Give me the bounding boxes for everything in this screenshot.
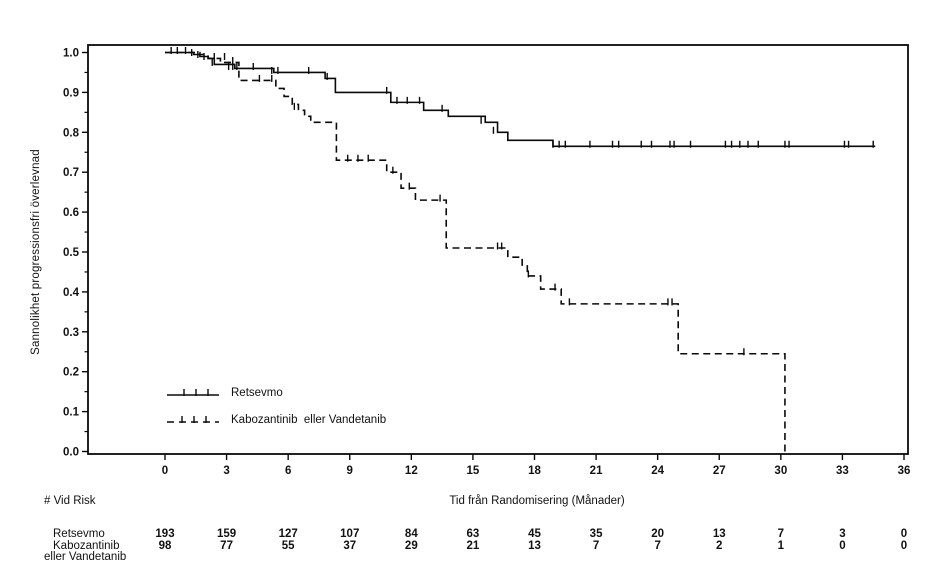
risk-row-label-kabozantinib-line2: eller Vandetanib (44, 551, 127, 563)
svg-text:0.9: 0.9 (63, 87, 79, 99)
risk-value: 21 (466, 540, 480, 552)
legend: Retsevmo Kabozantinib eller Vandetanib (166, 379, 386, 433)
svg-text:0.8: 0.8 (63, 127, 80, 139)
svg-text:0.0: 0.0 (63, 447, 79, 459)
risk-value: 107 (340, 528, 360, 540)
dashed-line-sample-icon (167, 415, 219, 423)
risk-value: 1 (777, 540, 785, 552)
risk-row-label-retsevmo: Retsevmo (53, 528, 105, 540)
svg-text:18: 18 (528, 465, 541, 477)
svg-text:6: 6 (285, 465, 291, 477)
svg-text:9: 9 (347, 465, 353, 477)
svg-text:0.2: 0.2 (63, 367, 79, 379)
y-axis-title: Sannolikhet progressionsfri överlevnad (30, 149, 42, 355)
risk-value: 0 (900, 540, 908, 552)
risk-value: 35 (589, 528, 603, 540)
risk-value: 3 (839, 528, 846, 540)
svg-text:33: 33 (836, 465, 849, 477)
svg-text:24: 24 (651, 465, 664, 477)
legend-item-kabozantinib: Kabozantinib eller Vandetanib (166, 406, 386, 433)
risk-value: 45 (528, 528, 541, 540)
svg-text:36: 36 (898, 465, 911, 477)
risk-value: 0 (900, 528, 908, 540)
risk-value: 0 (839, 540, 846, 552)
legend-label-retsevmo: Retsevmo (231, 386, 283, 399)
svg-text:0.5: 0.5 (63, 247, 80, 259)
risk-value: 7 (777, 528, 785, 540)
risk-value: 63 (466, 528, 480, 540)
svg-text:0.7: 0.7 (63, 167, 79, 179)
x-axis-title: Tid från Randomisering (Månader) (449, 495, 625, 507)
svg-text:27: 27 (713, 465, 726, 477)
risk-value: 29 (404, 540, 418, 552)
svg-text:30: 30 (774, 465, 787, 477)
risk-value: 193 (155, 528, 175, 540)
risk-value: 55 (281, 540, 295, 552)
risk-value: 127 (278, 528, 298, 540)
svg-text:0: 0 (162, 465, 168, 477)
svg-text:0.6: 0.6 (63, 207, 79, 219)
svg-text:0.4: 0.4 (63, 287, 80, 299)
svg-text:12: 12 (405, 465, 418, 477)
svg-text:15: 15 (467, 465, 480, 477)
solid-line-sample-icon (167, 388, 219, 396)
risk-value: 13 (528, 540, 541, 552)
risk-value: 13 (712, 528, 726, 540)
risk-table-header: # Vid Risk (44, 495, 96, 507)
risk-value: 84 (404, 528, 418, 540)
svg-text:1.0: 1.0 (63, 48, 79, 60)
risk-row-label-kabozantinib-line1: Kabozantinib (53, 540, 120, 552)
legend-item-retsevmo: Retsevmo (166, 379, 386, 406)
risk-value: 7 (592, 540, 600, 552)
svg-text:0.1: 0.1 (63, 407, 80, 419)
risk-value: 2 (716, 540, 723, 552)
svg-text:21: 21 (590, 465, 603, 477)
risk-value: 37 (343, 540, 357, 552)
risk-value: 159 (216, 528, 237, 540)
legend-label-kabozantinib: Kabozantinib eller Vandetanib (231, 413, 387, 426)
risk-value: 20 (651, 528, 665, 540)
risk-value: 77 (220, 540, 233, 552)
km-plot: 0.00.10.20.30.40.50.60.70.80.91.00 3 6 9 12 1… (63, 44, 911, 477)
svg-text:0.3: 0.3 (63, 327, 79, 339)
risk-value: 7 (654, 540, 661, 552)
risk-value: 98 (158, 540, 172, 552)
svg-text:3: 3 (223, 465, 229, 477)
